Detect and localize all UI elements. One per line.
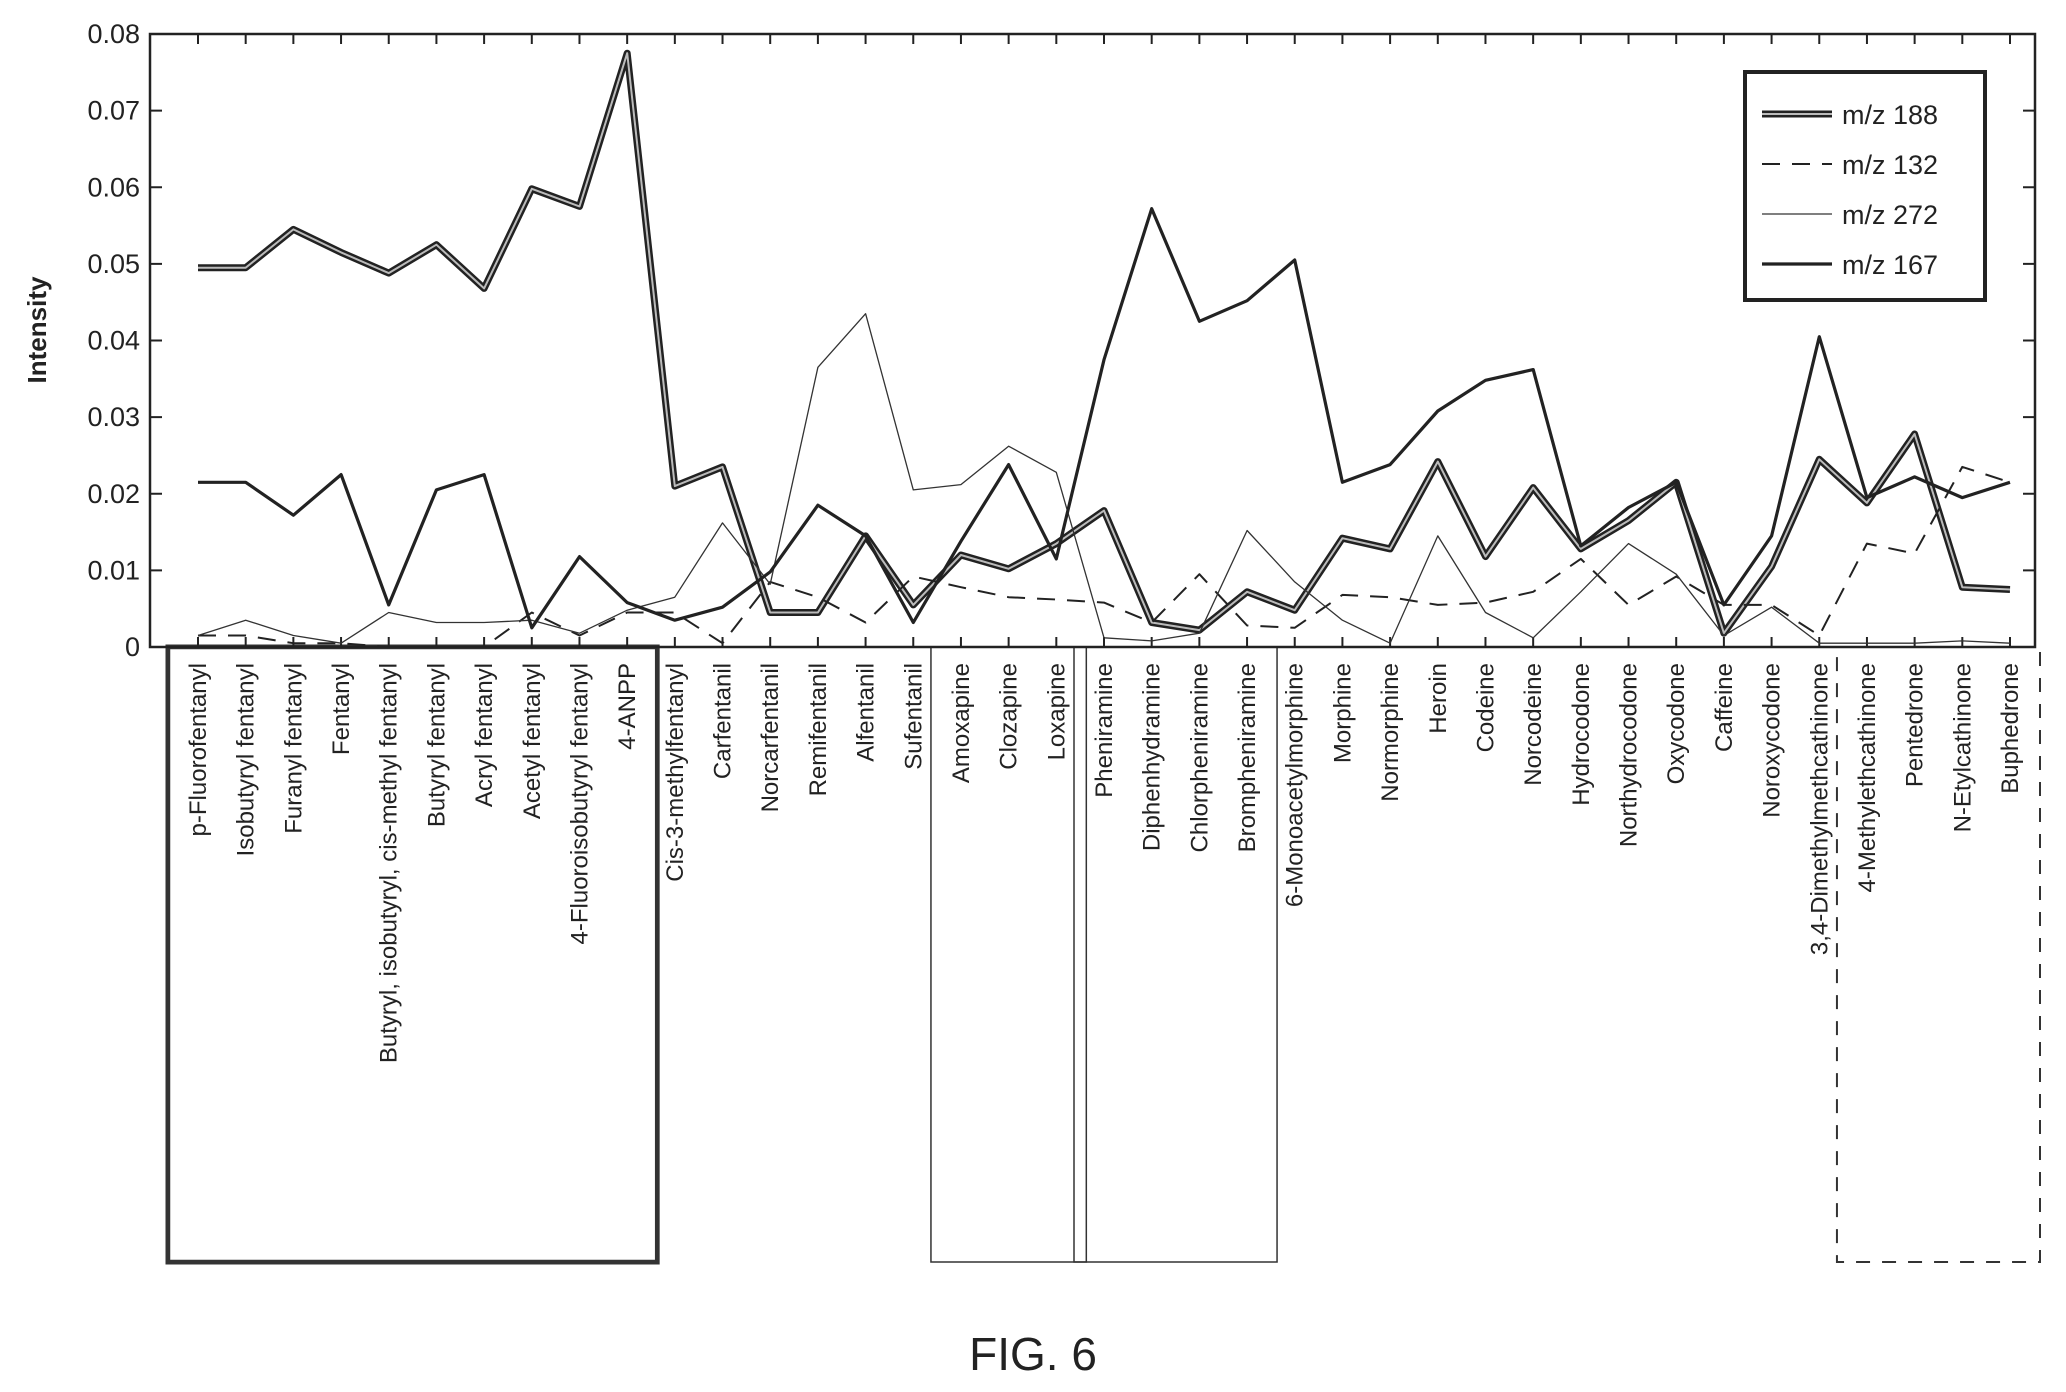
legend-label: m/z 132 <box>1842 150 1938 180</box>
x-category-label: Diphenhydramine <box>1139 663 1166 851</box>
x-category-label: Carfentanil <box>710 663 737 779</box>
x-category-label: 4-Methylethcathinone <box>1854 663 1881 892</box>
y-tick-label: 0.02 <box>87 479 140 509</box>
x-category-label: N-Etylcathinone <box>1949 663 1976 832</box>
x-category-label: Acryl fentanyl <box>471 663 498 807</box>
x-category-label: Oxycodone <box>1663 663 1690 784</box>
series-line <box>198 207 2011 630</box>
x-category-label: Acetyl fentanyl <box>519 663 546 819</box>
legend-label: m/z 167 <box>1842 250 1938 280</box>
x-category-label: 4-Fluoroisobutyryl fentanyl <box>566 663 593 944</box>
x-category-label: Butyryl, isobutyryl, cis-methyl fentanyl <box>376 663 403 1063</box>
group-box-inner <box>170 649 655 1260</box>
x-category-label: 4-ANPP <box>614 663 641 750</box>
x-category-label: Chlorpheniramine <box>1186 663 1213 852</box>
x-category-label: Hydrocodone <box>1568 663 1595 806</box>
y-tick-label: 0.04 <box>87 326 140 356</box>
x-category-label: Furanyl fentanyl <box>280 663 307 834</box>
x-category-label: p-Fluorofentanyl <box>185 663 212 836</box>
y-tick-label: 0.08 <box>87 19 140 49</box>
x-category-label: Alfentanil <box>853 663 880 762</box>
x-category-label: Loxapine <box>1043 663 1070 760</box>
x-category-label: Normorphine <box>1377 663 1404 802</box>
series-line <box>198 49 2011 637</box>
x-category-label: Norcarfentanil <box>757 663 784 812</box>
legend: m/z 188 m/z 132 m/z 272 m/z 167 <box>1743 70 1987 302</box>
x-category-label: Sufentanil <box>900 663 927 770</box>
x-category-label: Fentanyl <box>328 663 355 755</box>
series-lines <box>197 49 2011 648</box>
x-category-label: Buphedrone <box>1997 663 2024 794</box>
legend-box <box>1743 70 1987 302</box>
x-category-label: Morphine <box>1329 663 1356 763</box>
x-category-label: Amoxapine <box>948 663 975 783</box>
x-category-label: Caffeine <box>1711 663 1738 752</box>
x-category-label: Remifentanil <box>805 663 832 796</box>
y-tick-label: 0.06 <box>87 172 140 202</box>
y-axis: 0 0.01 0.02 0.03 0.04 0.05 0.06 0.07 0.08 <box>87 19 2035 662</box>
x-category-label: Cis-3-methylfentanyl <box>662 663 689 882</box>
y-axis-title: Intensity <box>22 276 52 383</box>
x-category-label: Brompheniramine <box>1234 663 1261 852</box>
x-category-label: Pentedrone <box>1902 663 1929 787</box>
x-category-label: Isobutyryl fentanyl <box>233 663 260 856</box>
x-category-label: Clozapine <box>996 663 1023 770</box>
series-line <box>198 52 2011 635</box>
y-tick-label: 0.07 <box>87 96 140 126</box>
x-category-label: 6-Monoacetylmorphine <box>1282 663 1309 907</box>
x-category-label: Heroin <box>1425 663 1452 734</box>
group-box <box>1835 646 2042 1263</box>
y-tick-label: 0.05 <box>87 249 140 279</box>
legend-label: m/z 272 <box>1842 200 1938 230</box>
legend-label: m/z 188 <box>1842 100 1938 130</box>
x-category-label: Butyryl fentanyl <box>423 663 450 827</box>
y-tick-label: 0.03 <box>87 402 140 432</box>
x-category-label: Pheniramine <box>1091 663 1118 798</box>
series-line <box>198 465 2011 648</box>
x-category-label: Northydrocodone <box>1616 663 1643 847</box>
x-category-label: 3,4-Dimethylmethcathinone <box>1806 663 1833 955</box>
x-axis: p-Fluorofentanyl Isobutyryl fentanyl Furan… <box>185 34 2024 1063</box>
figure-caption: FIG. 6 <box>969 1328 1097 1380</box>
y-tick-label: 0.01 <box>87 555 140 585</box>
series-line <box>197 313 2011 644</box>
x-category-label: Norcodeine <box>1520 663 1547 786</box>
x-category-label: Codeine <box>1472 663 1499 752</box>
x-category-label: Noroxycodone <box>1759 663 1786 818</box>
y-tick-label: 0 <box>125 632 140 662</box>
